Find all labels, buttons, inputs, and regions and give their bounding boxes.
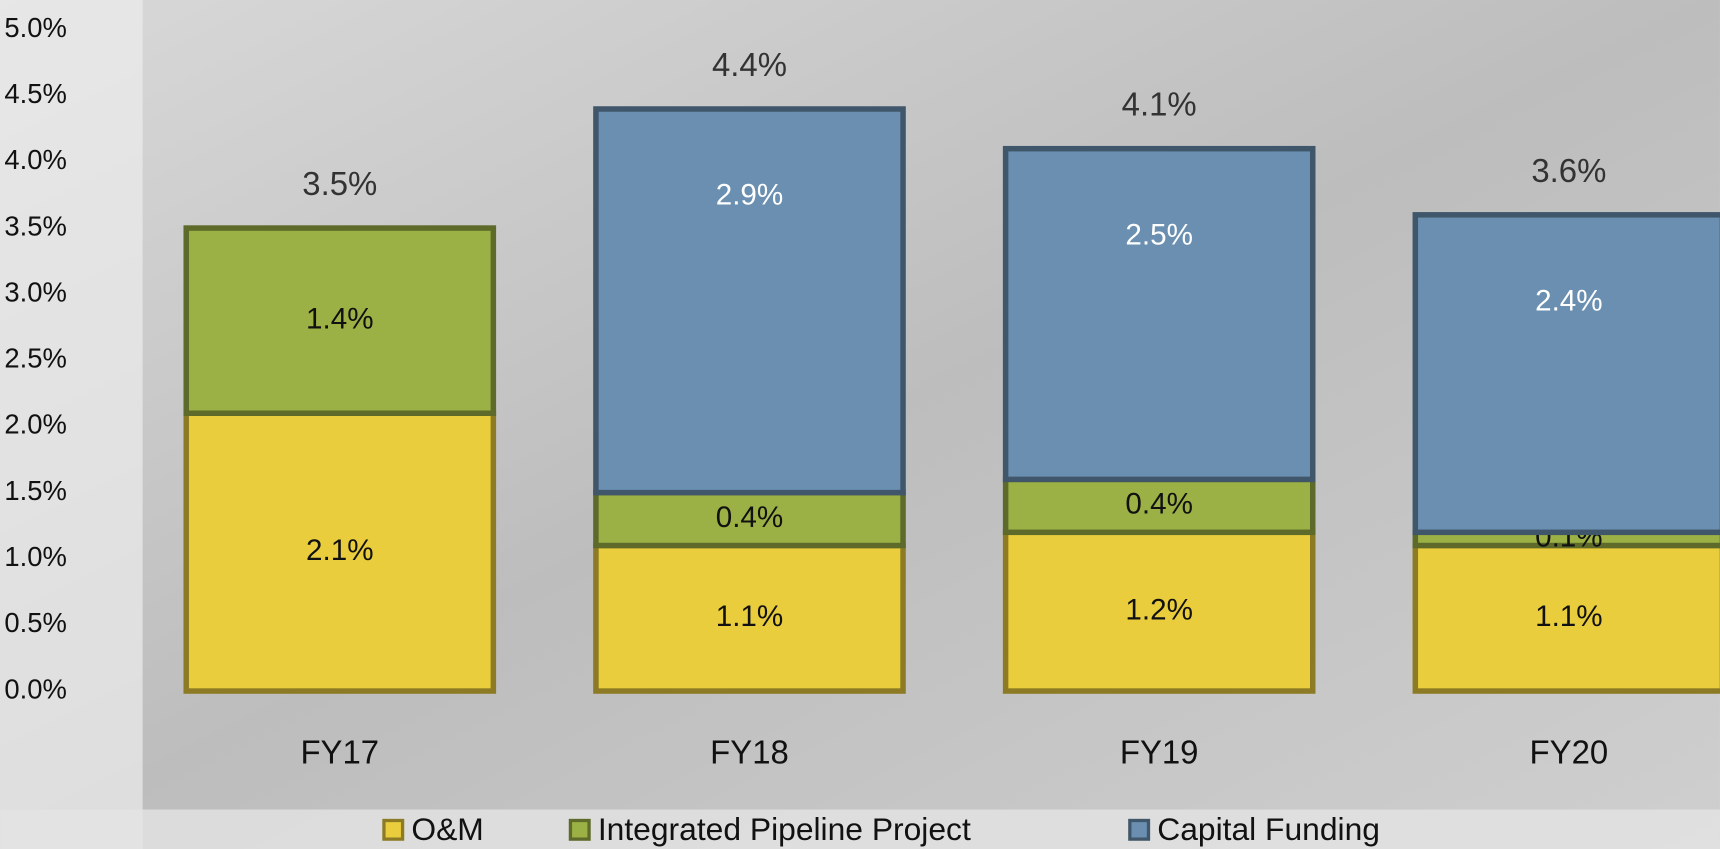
value-label: 1.1%: [716, 600, 784, 633]
total-label: 3.6%: [1531, 152, 1606, 189]
bar-segment: [183, 410, 497, 694]
total-label: 3.5%: [302, 165, 377, 202]
y-tick-label: 0.5%: [4, 607, 66, 638]
value-label: 2.1%: [306, 534, 374, 567]
legend-label: Capital Funding: [1157, 811, 1380, 847]
value-label: 0.4%: [1125, 488, 1193, 521]
bar-segment: [1412, 212, 1720, 536]
legend-backdrop: [0, 809, 1720, 849]
y-tick-label: 5.0%: [4, 12, 66, 43]
value-label: 1.1%: [1535, 600, 1603, 633]
legend-swatch: [382, 818, 405, 841]
bar-segment: [593, 489, 906, 549]
legend-swatch: [568, 818, 591, 841]
y-tick-label: 4.5%: [4, 78, 66, 109]
y-tick-label: 2.5%: [4, 343, 66, 374]
value-label: 2.9%: [716, 179, 784, 212]
y-tick-label: 3.0%: [4, 276, 66, 307]
legend-label: Integrated Pipeline Project: [598, 811, 971, 847]
bar-segment: [1002, 476, 1316, 536]
bar-segment: [593, 106, 906, 496]
value-label: 2.4%: [1535, 284, 1603, 317]
y-tick-label: 1.0%: [4, 541, 66, 572]
bar-segment: [1002, 145, 1316, 483]
value-label: 1.2%: [1125, 594, 1193, 627]
y-tick-label: 2.0%: [4, 409, 66, 440]
legend-label: O&M: [411, 811, 483, 847]
legend-swatch: [1128, 818, 1151, 841]
value-label: 1.4%: [306, 302, 374, 335]
y-tick-label: 4.0%: [4, 144, 66, 175]
total-label: 4.4%: [712, 46, 787, 83]
axis-backdrop: [0, 0, 143, 849]
y-tick-label: 0.0%: [4, 673, 66, 704]
x-tick-label: FY18: [710, 733, 789, 770]
x-tick-label: FY19: [1120, 733, 1199, 770]
y-tick-label: 1.5%: [4, 475, 66, 506]
value-label: 0.4%: [716, 501, 784, 534]
bar-segment: [1412, 542, 1720, 694]
y-tick-label: 3.5%: [4, 210, 66, 241]
bar-segment: [183, 225, 497, 416]
x-tick-label: FY17: [300, 733, 379, 770]
total-label: 4.1%: [1122, 86, 1197, 123]
value-label: 2.5%: [1125, 218, 1193, 251]
x-tick-label: FY20: [1530, 733, 1609, 770]
